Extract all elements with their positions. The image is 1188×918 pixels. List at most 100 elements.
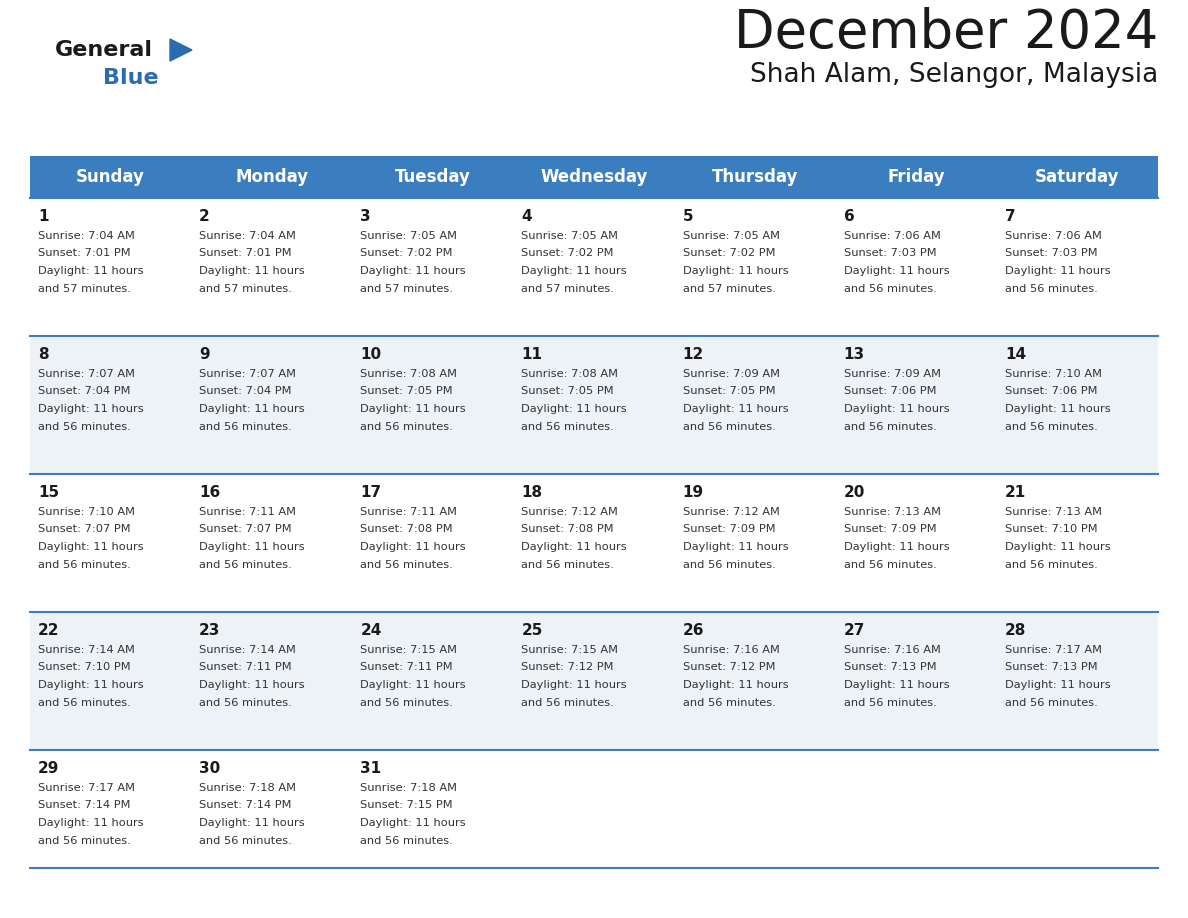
Text: 14: 14 [1005, 347, 1026, 362]
Text: and 56 minutes.: and 56 minutes. [1005, 284, 1098, 294]
Text: Sunset: 7:10 PM: Sunset: 7:10 PM [1005, 524, 1098, 534]
Text: 30: 30 [200, 761, 221, 776]
Text: Sunrise: 7:05 AM: Sunrise: 7:05 AM [360, 231, 457, 241]
Text: Thursday: Thursday [712, 168, 798, 186]
Text: Sunset: 7:13 PM: Sunset: 7:13 PM [843, 663, 936, 673]
Text: Sunrise: 7:18 AM: Sunrise: 7:18 AM [200, 783, 296, 793]
Text: Sunset: 7:05 PM: Sunset: 7:05 PM [683, 386, 776, 397]
Text: Daylight: 11 hours: Daylight: 11 hours [1005, 680, 1111, 690]
Text: Sunset: 7:07 PM: Sunset: 7:07 PM [200, 524, 292, 534]
Text: Sunrise: 7:05 AM: Sunrise: 7:05 AM [522, 231, 619, 241]
Text: Sunrise: 7:12 AM: Sunrise: 7:12 AM [522, 507, 618, 517]
Text: and 56 minutes.: and 56 minutes. [522, 559, 614, 569]
Text: Sunrise: 7:17 AM: Sunrise: 7:17 AM [38, 783, 135, 793]
Bar [30, 612, 1158, 750]
Text: Sunset: 7:05 PM: Sunset: 7:05 PM [360, 386, 453, 397]
Text: Daylight: 11 hours: Daylight: 11 hours [522, 404, 627, 414]
Text: 16: 16 [200, 485, 221, 500]
Text: 23: 23 [200, 623, 221, 638]
Text: 17: 17 [360, 485, 381, 500]
Text: and 57 minutes.: and 57 minutes. [38, 284, 131, 294]
Text: Sunrise: 7:10 AM: Sunrise: 7:10 AM [38, 507, 135, 517]
Text: Sunrise: 7:11 AM: Sunrise: 7:11 AM [200, 507, 296, 517]
Text: Daylight: 11 hours: Daylight: 11 hours [522, 266, 627, 276]
Bar [30, 198, 1158, 336]
Text: and 56 minutes.: and 56 minutes. [843, 698, 936, 708]
Text: Sunset: 7:02 PM: Sunset: 7:02 PM [522, 249, 614, 259]
Text: 5: 5 [683, 209, 693, 224]
Text: Sunrise: 7:07 AM: Sunrise: 7:07 AM [200, 369, 296, 379]
Text: and 56 minutes.: and 56 minutes. [360, 421, 453, 431]
Text: Sunset: 7:12 PM: Sunset: 7:12 PM [683, 663, 775, 673]
Text: and 57 minutes.: and 57 minutes. [522, 284, 614, 294]
Bar [30, 156, 1158, 198]
Text: Sunset: 7:11 PM: Sunset: 7:11 PM [200, 663, 292, 673]
Text: Sunset: 7:07 PM: Sunset: 7:07 PM [38, 524, 131, 534]
Text: 20: 20 [843, 485, 865, 500]
Text: Daylight: 11 hours: Daylight: 11 hours [843, 266, 949, 276]
Text: Wednesday: Wednesday [541, 168, 647, 186]
Bar [30, 336, 1158, 474]
Text: Daylight: 11 hours: Daylight: 11 hours [360, 266, 466, 276]
Text: Daylight: 11 hours: Daylight: 11 hours [200, 818, 305, 828]
Text: Sunrise: 7:09 AM: Sunrise: 7:09 AM [683, 369, 779, 379]
Text: Sunset: 7:14 PM: Sunset: 7:14 PM [38, 800, 131, 811]
Text: Daylight: 11 hours: Daylight: 11 hours [360, 818, 466, 828]
Text: 31: 31 [360, 761, 381, 776]
Text: Sunrise: 7:17 AM: Sunrise: 7:17 AM [1005, 645, 1101, 655]
Text: and 56 minutes.: and 56 minutes. [360, 835, 453, 845]
Text: Sunrise: 7:16 AM: Sunrise: 7:16 AM [683, 645, 779, 655]
Text: and 56 minutes.: and 56 minutes. [522, 421, 614, 431]
Text: Daylight: 11 hours: Daylight: 11 hours [38, 542, 144, 552]
Text: Blue: Blue [103, 68, 159, 88]
Text: and 57 minutes.: and 57 minutes. [683, 284, 776, 294]
Text: Daylight: 11 hours: Daylight: 11 hours [522, 542, 627, 552]
Text: Daylight: 11 hours: Daylight: 11 hours [843, 680, 949, 690]
Text: Sunset: 7:13 PM: Sunset: 7:13 PM [1005, 663, 1098, 673]
Text: Saturday: Saturday [1035, 168, 1119, 186]
Text: 22: 22 [38, 623, 59, 638]
Text: and 56 minutes.: and 56 minutes. [843, 421, 936, 431]
Text: and 56 minutes.: and 56 minutes. [38, 559, 131, 569]
Text: Friday: Friday [887, 168, 946, 186]
Text: and 56 minutes.: and 56 minutes. [1005, 559, 1098, 569]
Text: 3: 3 [360, 209, 371, 224]
Text: 9: 9 [200, 347, 210, 362]
Text: Sunset: 7:10 PM: Sunset: 7:10 PM [38, 663, 131, 673]
Text: Sunset: 7:01 PM: Sunset: 7:01 PM [200, 249, 292, 259]
Text: Sunset: 7:02 PM: Sunset: 7:02 PM [683, 249, 775, 259]
Text: Sunset: 7:06 PM: Sunset: 7:06 PM [843, 386, 936, 397]
Text: 11: 11 [522, 347, 543, 362]
Text: 4: 4 [522, 209, 532, 224]
Text: and 56 minutes.: and 56 minutes. [360, 698, 453, 708]
Text: Daylight: 11 hours: Daylight: 11 hours [683, 680, 788, 690]
Text: Sunrise: 7:14 AM: Sunrise: 7:14 AM [200, 645, 296, 655]
Text: Sunrise: 7:18 AM: Sunrise: 7:18 AM [360, 783, 457, 793]
Text: 26: 26 [683, 623, 704, 638]
Text: Sunset: 7:06 PM: Sunset: 7:06 PM [1005, 386, 1098, 397]
Text: and 56 minutes.: and 56 minutes. [38, 698, 131, 708]
Text: and 57 minutes.: and 57 minutes. [360, 284, 453, 294]
Text: and 56 minutes.: and 56 minutes. [843, 284, 936, 294]
Text: and 56 minutes.: and 56 minutes. [683, 421, 776, 431]
Text: and 56 minutes.: and 56 minutes. [843, 559, 936, 569]
Text: and 56 minutes.: and 56 minutes. [360, 559, 453, 569]
Text: Daylight: 11 hours: Daylight: 11 hours [360, 542, 466, 552]
Text: Daylight: 11 hours: Daylight: 11 hours [38, 266, 144, 276]
Text: Sunrise: 7:14 AM: Sunrise: 7:14 AM [38, 645, 135, 655]
Text: Sunset: 7:04 PM: Sunset: 7:04 PM [38, 386, 131, 397]
Text: and 56 minutes.: and 56 minutes. [200, 559, 292, 569]
Text: 13: 13 [843, 347, 865, 362]
Text: Daylight: 11 hours: Daylight: 11 hours [200, 266, 305, 276]
Text: Sunrise: 7:15 AM: Sunrise: 7:15 AM [522, 645, 619, 655]
Text: Daylight: 11 hours: Daylight: 11 hours [200, 680, 305, 690]
Text: Daylight: 11 hours: Daylight: 11 hours [1005, 404, 1111, 414]
Text: Daylight: 11 hours: Daylight: 11 hours [38, 680, 144, 690]
Text: Sunrise: 7:07 AM: Sunrise: 7:07 AM [38, 369, 135, 379]
Text: Daylight: 11 hours: Daylight: 11 hours [843, 542, 949, 552]
Text: Sunset: 7:04 PM: Sunset: 7:04 PM [200, 386, 291, 397]
Text: Daylight: 11 hours: Daylight: 11 hours [683, 266, 788, 276]
Text: Sunset: 7:08 PM: Sunset: 7:08 PM [522, 524, 614, 534]
Text: Daylight: 11 hours: Daylight: 11 hours [360, 680, 466, 690]
Text: Daylight: 11 hours: Daylight: 11 hours [38, 404, 144, 414]
